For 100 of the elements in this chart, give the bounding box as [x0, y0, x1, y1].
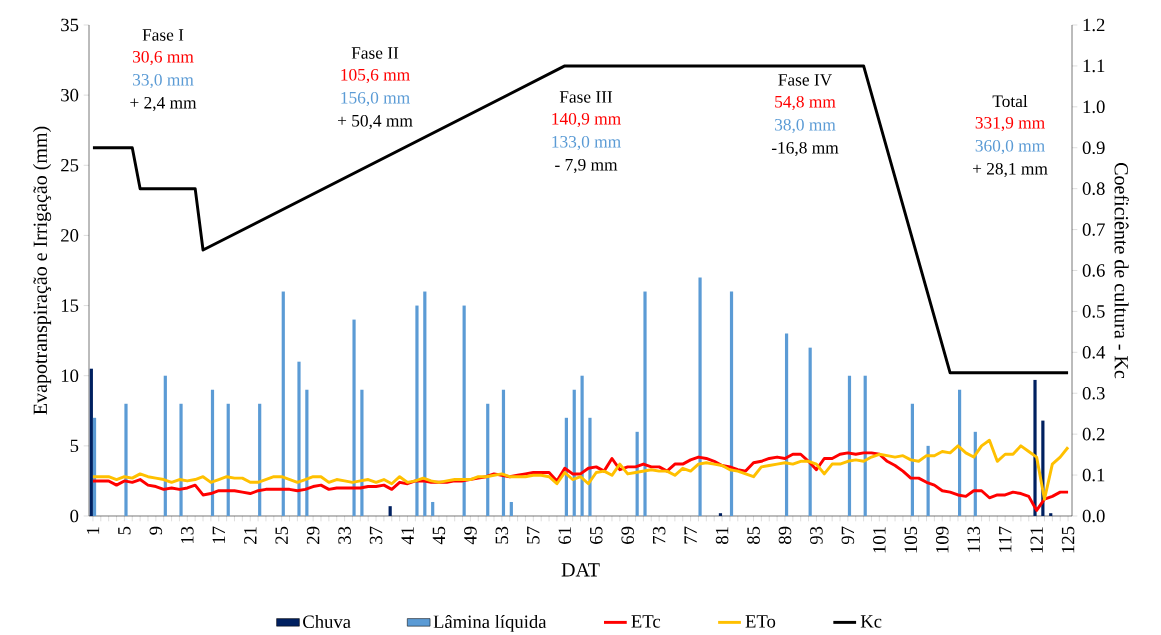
bar — [1049, 513, 1053, 516]
bar — [462, 305, 466, 516]
x-tick-label: 13 — [181, 526, 194, 543]
bar — [486, 403, 490, 516]
bar — [388, 506, 392, 516]
y-tick-label: 5 — [70, 439, 79, 452]
x-tick-label: 53 — [495, 526, 509, 544]
y-tick-label: 25 — [61, 158, 79, 172]
x-tick-label: 45 — [432, 526, 446, 545]
x-tick-label: 89 — [778, 526, 792, 544]
y2-tick-label: 0.6 — [1082, 264, 1105, 277]
annotation: Total — [992, 94, 1028, 107]
annotation: Fase I — [142, 29, 184, 41]
x-tick-label: 5 — [118, 526, 131, 535]
annotation: -16,8 mm — [771, 141, 839, 157]
x-tick-label: 57 — [527, 526, 540, 544]
bar — [729, 291, 734, 516]
y-axis-title: Evapotranspiração e Irrigação (mm) — [32, 126, 52, 415]
x-tick-label: 61 — [558, 527, 572, 544]
y-tick-label: 0 — [70, 509, 79, 523]
x-tick-label: 73 — [652, 526, 666, 544]
y2-tick-label: 0.4 — [1082, 345, 1106, 359]
y-tick-label: 35 — [61, 18, 79, 32]
annotation: 133,0 mm — [552, 135, 621, 151]
bar — [588, 417, 592, 516]
annotation: 38,0 mm — [775, 118, 836, 134]
annotation: 156,0 mm — [341, 91, 410, 107]
bar — [297, 361, 301, 516]
y2-tick-label: 0.8 — [1082, 182, 1105, 195]
y2-tick-label: 0.0 — [1082, 509, 1105, 523]
bar — [509, 501, 513, 516]
x-tick-label: 69 — [621, 526, 634, 544]
annotation: 140,9 mm — [552, 112, 621, 128]
x-tick-label: 93 — [810, 526, 823, 544]
bar — [718, 513, 723, 516]
annotation: - 7,9 mm — [555, 158, 618, 173]
x-tick-label: 9 — [149, 526, 163, 535]
y2-tick-label: 0.3 — [1082, 386, 1105, 400]
x-tick-label: 29 — [306, 526, 320, 544]
x-tick-label: 17 — [212, 526, 225, 543]
x-tick-label: 41 — [401, 527, 414, 545]
x-tick-label: 49 — [464, 526, 477, 545]
bar — [423, 291, 427, 516]
legend-label: Lâmina líquida — [433, 614, 547, 632]
bar — [163, 375, 167, 516]
x-tick-label: 25 — [275, 526, 288, 544]
annotation: 30,6 mm — [133, 50, 194, 66]
bar — [643, 291, 647, 516]
bar — [415, 305, 419, 516]
bar — [847, 375, 852, 516]
x-tick-label: 85 — [747, 526, 760, 544]
annotation: 54,8 mm — [775, 95, 836, 111]
y2-tick-label: 0.9 — [1082, 141, 1105, 154]
bar — [1033, 379, 1037, 516]
annotation: 331,9 mm — [975, 116, 1045, 131]
x-tick-label: 97 — [841, 526, 855, 544]
y-tick-label: 30 — [61, 88, 79, 102]
annotation: + 2,4 mm — [130, 96, 197, 111]
bar — [352, 319, 356, 516]
y2-tick-label: 0.7 — [1082, 223, 1105, 236]
bar — [431, 501, 435, 516]
x-tick-label: 125 — [1061, 526, 1075, 553]
bar — [808, 347, 812, 516]
y2-tick-label: 0.1 — [1082, 468, 1105, 482]
y2-tick-label: 1.0 — [1083, 100, 1105, 114]
annotation: + 50,4 mm — [337, 114, 413, 130]
y-tick-label: 20 — [61, 229, 79, 242]
x-tick-label: 77 — [684, 526, 697, 544]
x-tick-label: 101 — [873, 527, 886, 553]
annotation: Fase III — [559, 91, 613, 103]
bar — [501, 389, 506, 516]
bar — [698, 277, 702, 516]
bar — [360, 389, 364, 516]
legend-label: ETc — [631, 615, 661, 628]
bar — [784, 333, 789, 516]
x-tick-label: 81 — [715, 527, 729, 544]
y-tick-label: 15 — [61, 299, 79, 312]
x-tick-label: 65 — [589, 526, 603, 544]
legend-label: ETo — [745, 615, 776, 628]
bar — [281, 291, 285, 516]
y2-axis-title: Coeficiênte de cultura - Kc — [1114, 162, 1129, 379]
x-axis-title: DAT — [561, 563, 600, 577]
annotation: Fase IV — [778, 74, 832, 86]
bar — [124, 403, 128, 516]
x-tick-label: 109 — [935, 526, 949, 553]
x-tick-label: 37 — [369, 526, 383, 544]
x-tick-label: 121 — [1030, 527, 1043, 553]
annotation: 105,6 mm — [341, 68, 410, 84]
annotation: + 28,1 mm — [972, 162, 1048, 178]
x-tick-label: 21 — [244, 527, 257, 544]
annotation: 33,0 mm — [133, 73, 194, 89]
line-series — [91, 64, 1070, 375]
annotation: 360,0 mm — [975, 139, 1045, 155]
bar — [89, 368, 93, 516]
legend-label: Kc — [860, 615, 882, 628]
bar — [863, 375, 867, 516]
x-tick-label: 33 — [338, 526, 351, 544]
x-tick-label: 105 — [904, 526, 918, 553]
y2-tick-label: 1.1 — [1083, 59, 1105, 73]
y2-tick-label: 1.2 — [1083, 18, 1105, 32]
